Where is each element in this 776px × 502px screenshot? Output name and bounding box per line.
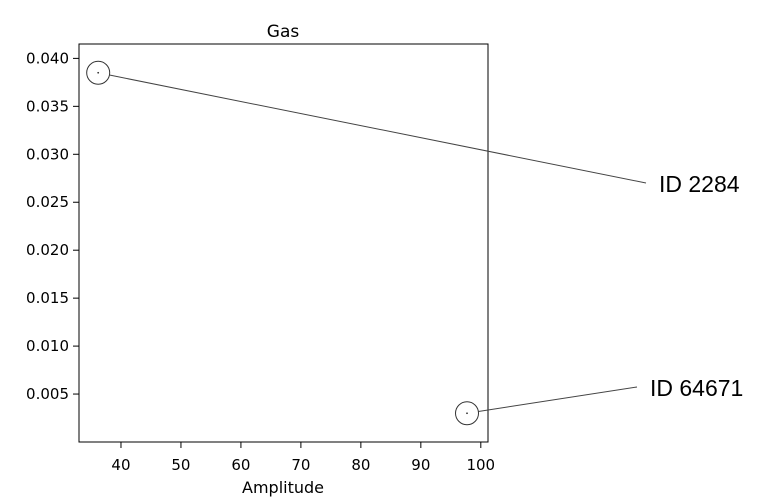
x-tick-label: 80: [351, 456, 370, 474]
y-tick-label: 0.015: [26, 289, 69, 307]
y-tick-label: 0.020: [26, 241, 69, 259]
x-tick-label: 50: [171, 456, 190, 474]
annotation-label: ID 64671: [650, 375, 743, 401]
annotation-line: [109, 74, 647, 184]
annotation-label: ID 2284: [659, 171, 740, 197]
x-axis-label: Amplitude: [242, 478, 324, 497]
x-tick-label: 60: [231, 456, 250, 474]
data-point: [466, 412, 468, 415]
highlight-circle: [86, 60, 111, 85]
x-tick-label: 70: [291, 456, 310, 474]
y-tick-label: 0.035: [26, 97, 69, 115]
y-axis: 0.005 0.010 0.015 0.020 0.025 0.030 0.035 0.040: [26, 49, 79, 403]
x-axis: 40 50 60 70 80 90 100: [111, 442, 495, 474]
y-tick-label: 0.040: [26, 49, 69, 67]
x-tick-label: 90: [411, 456, 430, 474]
x-tick-label: 100: [466, 456, 495, 474]
plot-area: [78, 43, 489, 443]
y-tick-label: 0.025: [26, 193, 69, 211]
y-tick-label: 0.005: [26, 385, 69, 403]
y-tick-label: 0.010: [26, 337, 69, 355]
annotations: ID 2284 ID 64671: [109, 74, 743, 412]
data-point: [97, 71, 100, 74]
chart-title: Gas: [267, 22, 300, 42]
data-points: [86, 60, 480, 426]
annotation-line: [478, 386, 638, 412]
y-tick-label: 0.030: [26, 145, 69, 163]
x-tick-label: 40: [111, 456, 130, 474]
highlight-circle: [455, 401, 480, 426]
